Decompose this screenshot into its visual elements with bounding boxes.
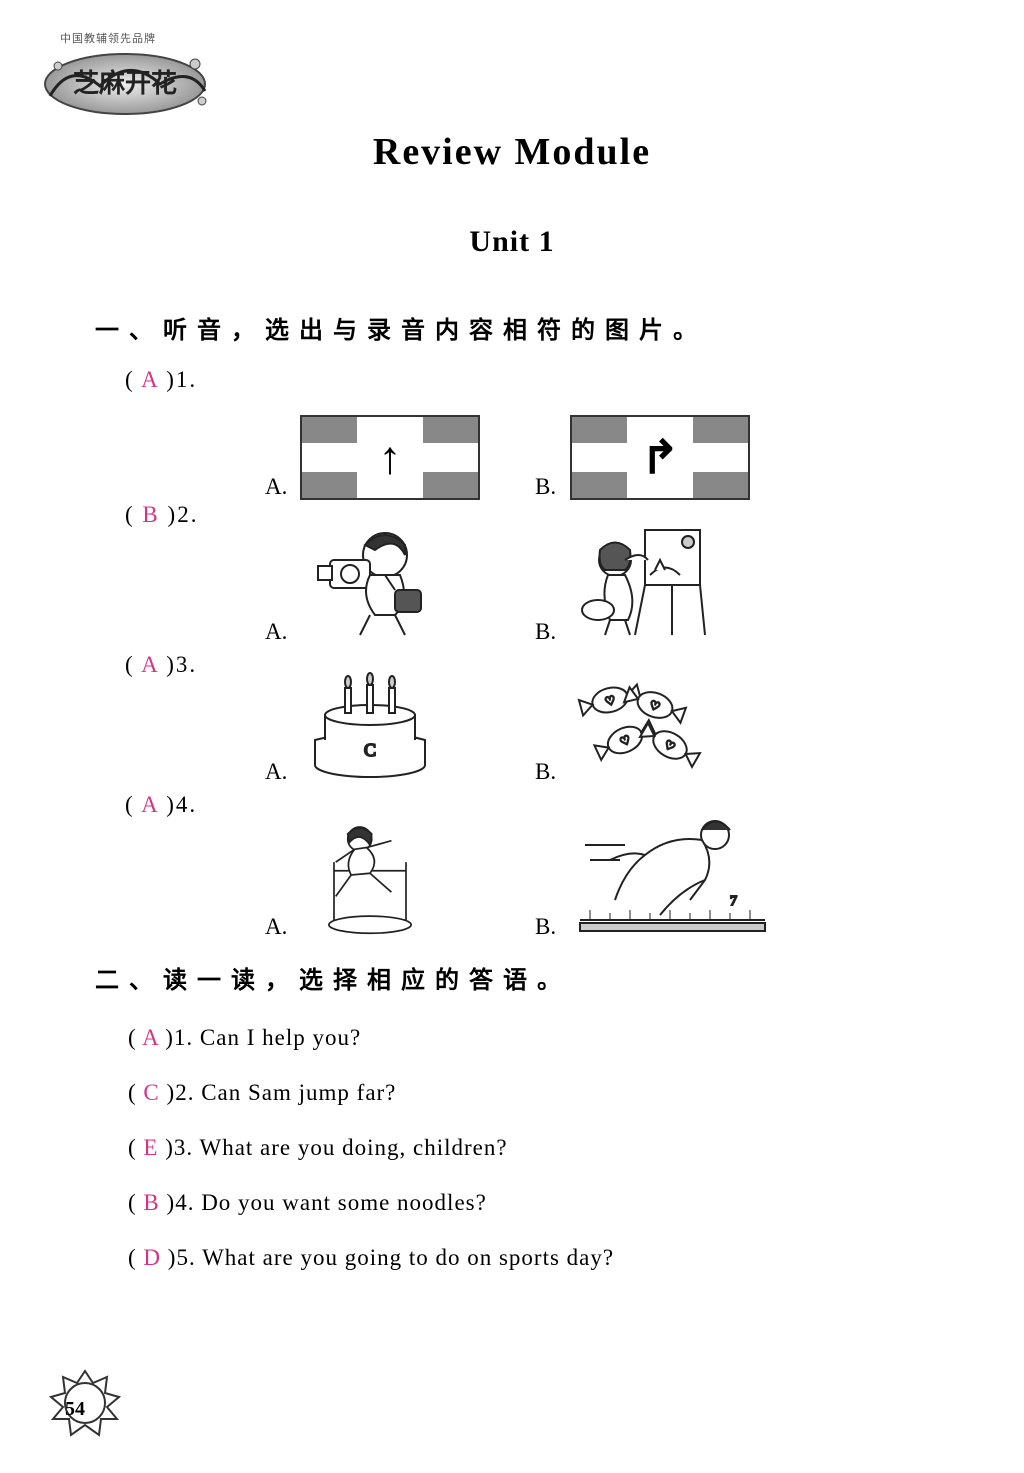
- option-a-image: ↑: [300, 415, 480, 500]
- question-label: ( A )1.: [125, 367, 197, 393]
- question-text: Can Sam jump far?: [201, 1080, 396, 1105]
- long-jump-icon: 7: [570, 805, 770, 935]
- svg-text:7: 7: [730, 894, 737, 909]
- question-label: ( A )3.: [125, 652, 197, 678]
- answer-text: B: [142, 502, 159, 527]
- question-row-4: ( A )4. A. B.: [125, 790, 925, 940]
- answer-text: E: [143, 1135, 158, 1160]
- svg-text:芝麻开花: 芝麻开花: [73, 69, 177, 98]
- svg-text:C: C: [364, 740, 376, 760]
- page-number: 54: [65, 1398, 85, 1421]
- arrow-turn-right-icon: ↱: [641, 435, 680, 481]
- arrow-up-icon: ↑: [379, 435, 402, 481]
- option-a-label: A.: [265, 759, 287, 785]
- option-b-label: B.: [535, 914, 556, 940]
- page-badge-icon: [45, 1363, 125, 1443]
- option-a-image: [300, 815, 440, 940]
- s2-item-4: ( B )4. Do you want some noodles?: [128, 1190, 487, 1216]
- question-row-1: ( A )1. A. ↑ B. ↱: [125, 365, 925, 500]
- answer-text: B: [143, 1190, 159, 1215]
- answer-text: D: [143, 1245, 161, 1270]
- option-a-label: A.: [265, 474, 287, 500]
- page: 中国教辅领先品牌 芝麻开花 Review Module Unit 1 一、听音，…: [0, 0, 1024, 1473]
- option-a-label: A.: [265, 914, 287, 940]
- option-b-image: 7: [570, 805, 770, 940]
- brand-logo: 中国教辅领先品牌 芝麻开花: [40, 30, 210, 120]
- high-jump-icon: [300, 815, 440, 935]
- s2-item-3: ( E )3. What are you doing, children?: [128, 1135, 508, 1161]
- question-label: ( B )2.: [125, 502, 198, 528]
- boy-camera-icon: [300, 520, 440, 640]
- option-b-label: B.: [535, 474, 556, 500]
- question-text: Can I help you?: [200, 1025, 361, 1050]
- option-a-label: A.: [265, 619, 287, 645]
- answer-text: A: [141, 652, 158, 677]
- question-text: Do you want some noodles?: [201, 1190, 487, 1215]
- option-b-image: ↱: [570, 415, 750, 500]
- candies-icon: ♡ ♡ ♡ ♡: [570, 660, 710, 780]
- s2-item-2: ( C )2. Can Sam jump far?: [128, 1080, 396, 1106]
- cake-icon: C: [300, 660, 440, 780]
- road-sign-straight: ↑: [300, 415, 480, 500]
- option-b-image: ♡ ♡ ♡ ♡: [570, 660, 710, 785]
- logo-caption: 中国教辅领先品牌: [60, 30, 210, 46]
- answer-text: C: [143, 1080, 159, 1105]
- option-a-image: C: [300, 660, 440, 785]
- option-b-label: B.: [535, 759, 556, 785]
- question-label: ( A )4.: [125, 792, 197, 818]
- answer-text: A: [142, 1025, 158, 1050]
- answer-text: A: [141, 792, 158, 817]
- road-sign-right: ↱: [570, 415, 750, 500]
- option-b-label: B.: [535, 619, 556, 645]
- question-text: What are you going to do on sports day?: [202, 1245, 614, 1270]
- girl-painting-icon: [570, 520, 710, 640]
- s2-item-1: ( A )1. Can I help you?: [128, 1025, 361, 1051]
- question-row-2: ( B )2. A. B.: [125, 500, 925, 645]
- logo-graphic: 芝麻开花: [40, 46, 210, 116]
- question-row-3: ( A )3. A. C B: [125, 650, 925, 785]
- module-title: Review Module: [0, 130, 1024, 174]
- question-text: What are you doing, children?: [200, 1135, 508, 1160]
- unit-title: Unit 1: [0, 225, 1024, 259]
- option-a-image: [300, 520, 440, 645]
- option-b-image: [570, 520, 710, 645]
- s2-item-5: ( D )5. What are you going to do on spor…: [128, 1245, 614, 1271]
- section2-heading: 二、读一读，选择相应的答语。: [95, 960, 571, 995]
- answer-text: A: [141, 367, 158, 392]
- section1-heading: 一、听音，选出与录音内容相符的图片。: [95, 310, 707, 345]
